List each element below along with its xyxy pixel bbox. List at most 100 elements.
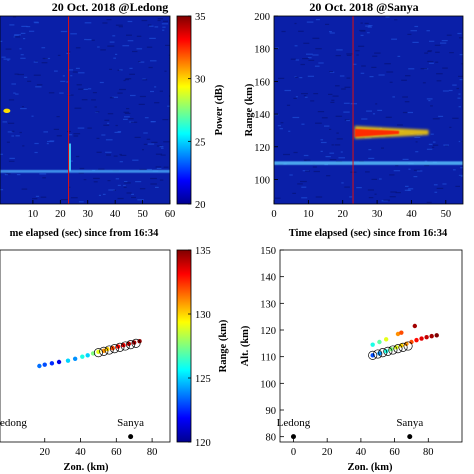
noise-speck xyxy=(168,54,170,56)
ledong-trajectory-open-point xyxy=(131,338,141,348)
noise-speck xyxy=(343,111,350,113)
noise-speck xyxy=(335,115,343,117)
noise-speck xyxy=(397,55,401,57)
noise-speck xyxy=(139,168,147,171)
noise-speck xyxy=(424,160,428,162)
noise-speck xyxy=(163,20,168,22)
noise-speck xyxy=(20,32,26,34)
noise-speck xyxy=(106,19,112,21)
noise-speck xyxy=(8,99,15,101)
sanya-y-tick-label: 160 xyxy=(254,77,270,88)
ledong-trajectory-x-tick-label: 20 xyxy=(39,447,50,458)
noise-speck xyxy=(377,109,383,111)
noise-speck xyxy=(115,178,120,180)
noise-speck xyxy=(353,63,357,65)
noise-speck xyxy=(26,26,31,28)
noise-speck xyxy=(360,22,363,24)
noise-speck xyxy=(369,76,374,78)
noise-speck xyxy=(304,159,307,162)
noise-speck xyxy=(452,84,457,86)
noise-speck xyxy=(14,34,21,36)
noise-speck xyxy=(1,56,6,58)
noise-speck xyxy=(432,118,440,120)
sanya-x-tick-label: 20 xyxy=(337,209,348,220)
noise-speck xyxy=(414,25,419,28)
ledong-x-tick-label: 20 xyxy=(55,209,66,220)
ledong-x-tick-label: 30 xyxy=(82,209,93,220)
ledong-echo-blob xyxy=(3,108,11,114)
noise-speck xyxy=(433,184,438,186)
sanya-trajectory-point xyxy=(412,323,418,329)
noise-speck xyxy=(3,58,11,60)
noise-speck xyxy=(436,80,442,82)
noise-speck xyxy=(84,38,87,41)
ledong-trajectory-point xyxy=(56,359,62,365)
noise-speck xyxy=(136,48,143,50)
station-label: Sanya xyxy=(396,417,423,429)
noise-speck xyxy=(431,146,435,148)
noise-speck xyxy=(360,34,364,36)
noise-speck xyxy=(324,125,330,127)
noise-speck xyxy=(385,16,390,18)
noise-speck xyxy=(142,79,148,81)
ledong-trajectory-open-point xyxy=(120,341,130,351)
noise-speck xyxy=(129,73,135,75)
noise-speck xyxy=(434,191,438,193)
noise-speck xyxy=(117,184,121,186)
noise-speck xyxy=(278,77,285,79)
noise-speck xyxy=(288,130,291,132)
sanya-trajectory-x-tick-label: 0 xyxy=(291,447,296,458)
noise-speck xyxy=(346,119,350,122)
sanya-trajectory-point xyxy=(370,342,375,347)
noise-speck xyxy=(394,19,398,21)
sanya-y-tick-label: 100 xyxy=(254,175,270,186)
noise-speck xyxy=(340,151,343,153)
noise-speck xyxy=(427,60,434,63)
ledong-noise-texture xyxy=(0,16,170,203)
noise-speck xyxy=(92,92,97,94)
noise-speck xyxy=(70,33,77,35)
noise-speck xyxy=(138,61,145,63)
noise-speck xyxy=(75,67,80,69)
noise-speck xyxy=(91,99,96,101)
noise-speck xyxy=(6,173,11,175)
power-colorbar-tick-label: 35 xyxy=(195,12,206,23)
noise-speck xyxy=(154,86,157,88)
noise-speck xyxy=(448,89,453,92)
noise-speck xyxy=(126,108,130,110)
noise-speck xyxy=(159,90,163,92)
noise-speck xyxy=(78,201,84,203)
noise-speck xyxy=(132,159,139,161)
noise-speck xyxy=(125,78,132,80)
noise-speck xyxy=(334,144,341,146)
noise-speck xyxy=(149,25,154,27)
noise-speck xyxy=(416,170,423,172)
noise-speck xyxy=(443,144,449,146)
sanya-trajectory-y-tick-label: 110 xyxy=(261,353,276,364)
noise-speck xyxy=(95,111,100,113)
station-label: edong xyxy=(0,417,27,429)
noise-speck xyxy=(150,177,157,180)
noise-speck xyxy=(393,170,401,172)
noise-speck xyxy=(360,30,366,32)
noise-speck xyxy=(150,183,157,185)
noise-speck xyxy=(321,117,328,119)
sanya-x-axis-label: Time elapsed (sec) since from 16:34 xyxy=(289,228,448,239)
noise-speck xyxy=(123,186,127,188)
noise-speck xyxy=(53,128,59,130)
noise-speck xyxy=(430,105,433,107)
noise-speck xyxy=(19,131,22,134)
noise-speck xyxy=(426,98,433,100)
noise-speck xyxy=(122,45,130,47)
noise-speck xyxy=(0,189,4,191)
noise-speck xyxy=(315,122,322,124)
noise-speck xyxy=(329,71,335,73)
noise-speck xyxy=(108,189,115,191)
noise-speck xyxy=(430,133,434,135)
noise-speck xyxy=(78,88,84,90)
power-colorbar-tick-label: 20 xyxy=(195,200,206,211)
noise-speck xyxy=(144,117,149,119)
noise-speck xyxy=(19,48,22,50)
noise-speck xyxy=(31,115,34,117)
sanya-noise-texture xyxy=(274,16,463,203)
